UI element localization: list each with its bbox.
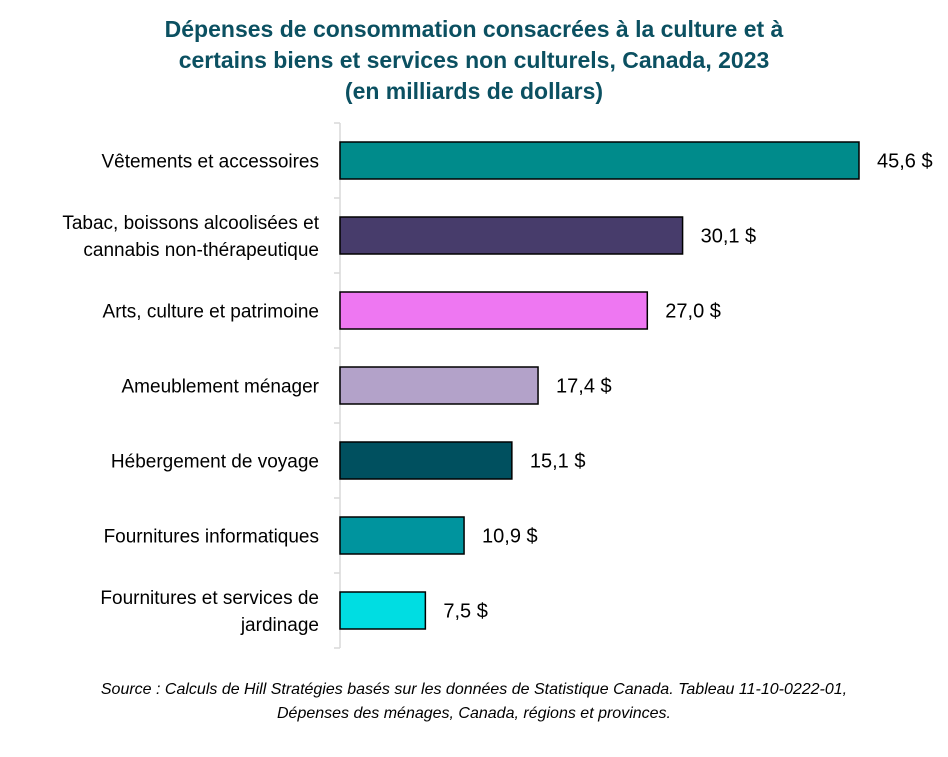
bar xyxy=(339,291,649,330)
chart-title-line-3: (en milliards de dollars) xyxy=(344,78,604,104)
value-label: 15,1 $ xyxy=(530,451,586,473)
bar xyxy=(339,516,465,555)
category-label: Arts, culture et patrimoine xyxy=(103,302,319,323)
source-line-2: Dépenses des ménages, Canada, régions et… xyxy=(276,705,671,722)
category-label: Ameublement ménager xyxy=(122,377,320,398)
source-line-1: Source : Calculs de Hill Stratégies basé… xyxy=(100,681,848,698)
bar xyxy=(339,216,684,255)
bar xyxy=(339,441,513,480)
value-label: 10,9 $ xyxy=(482,526,538,548)
category-label: Fournitures informatiques xyxy=(104,527,319,548)
chart-title-line-1: Dépenses de consommation consacrées à la… xyxy=(164,16,784,42)
value-label: 45,6 $ xyxy=(877,151,933,173)
category-label: Tabac, boissons alcoolisées et cannabis n… xyxy=(62,213,319,261)
category-label: Vêtements et accessoires xyxy=(101,152,319,173)
category-label: Fournitures et services de jardinage xyxy=(100,588,319,636)
chart-title: Dépenses de consommation consacrées à la… xyxy=(0,14,948,107)
bar xyxy=(339,591,427,630)
value-label: 30,1 $ xyxy=(701,226,757,248)
bar xyxy=(339,366,539,405)
chart-title-line-2: certains biens et services non culturels… xyxy=(178,47,770,73)
value-label: 27,0 $ xyxy=(665,301,721,323)
category-label: Hébergement de voyage xyxy=(111,452,319,473)
chart-source: Source : Calculs de Hill Stratégies basé… xyxy=(0,678,948,726)
value-label: 17,4 $ xyxy=(556,376,612,398)
bar xyxy=(339,141,860,180)
value-label: 7,5 $ xyxy=(443,601,487,623)
